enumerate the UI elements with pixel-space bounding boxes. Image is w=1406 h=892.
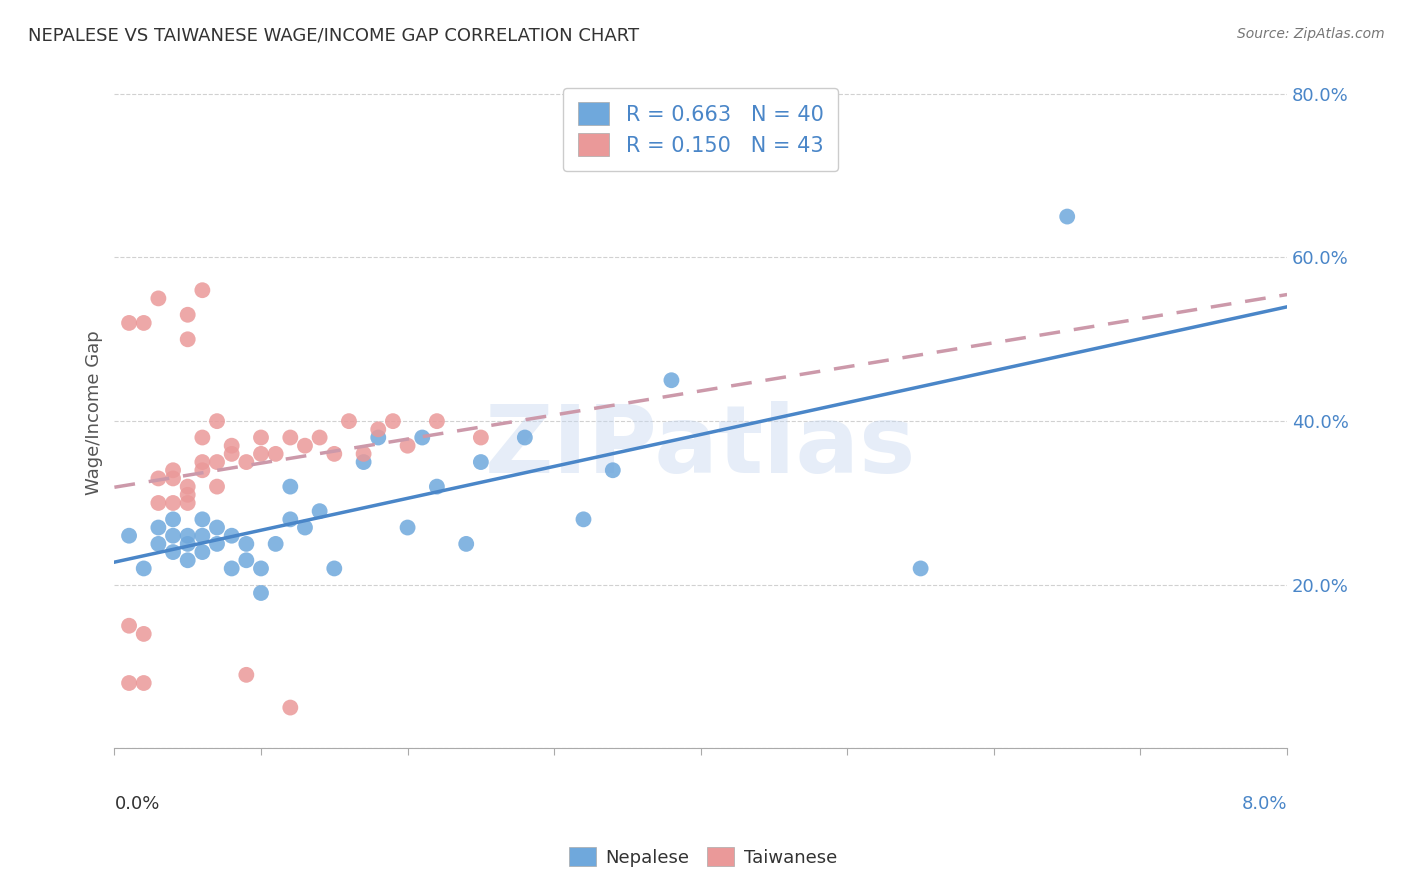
Point bbox=[337, 414, 360, 428]
Point bbox=[411, 430, 433, 444]
Point bbox=[323, 561, 346, 575]
Point bbox=[162, 463, 184, 477]
Point bbox=[470, 430, 492, 444]
Point bbox=[148, 292, 170, 306]
Point bbox=[294, 520, 316, 534]
Point bbox=[148, 471, 170, 485]
Point bbox=[323, 447, 346, 461]
Point bbox=[294, 439, 316, 453]
Point bbox=[132, 676, 155, 690]
Point bbox=[162, 545, 184, 559]
Point bbox=[235, 553, 257, 567]
Point bbox=[191, 455, 214, 469]
Point bbox=[205, 480, 228, 494]
Point bbox=[470, 455, 492, 469]
Point bbox=[381, 414, 404, 428]
Point bbox=[456, 537, 478, 551]
Point bbox=[308, 430, 330, 444]
Point bbox=[602, 463, 624, 477]
Point bbox=[162, 512, 184, 526]
Point bbox=[235, 537, 257, 551]
Point bbox=[118, 529, 141, 543]
Point bbox=[205, 414, 228, 428]
Point bbox=[235, 668, 257, 682]
Point bbox=[132, 316, 155, 330]
Y-axis label: Wage/Income Gap: Wage/Income Gap bbox=[86, 331, 103, 495]
Point bbox=[572, 512, 595, 526]
Text: 8.0%: 8.0% bbox=[1241, 796, 1286, 814]
Point bbox=[250, 586, 273, 600]
Legend: Nepalese, Taiwanese: Nepalese, Taiwanese bbox=[562, 840, 844, 874]
Point bbox=[177, 480, 200, 494]
Point bbox=[177, 308, 200, 322]
Point bbox=[118, 316, 141, 330]
Point bbox=[426, 480, 449, 494]
Point bbox=[191, 463, 214, 477]
Point bbox=[148, 520, 170, 534]
Point bbox=[235, 455, 257, 469]
Point bbox=[278, 700, 301, 714]
Point bbox=[221, 447, 243, 461]
Point bbox=[191, 512, 214, 526]
Point bbox=[250, 430, 273, 444]
Point bbox=[132, 627, 155, 641]
Point bbox=[396, 439, 419, 453]
Point bbox=[1056, 210, 1078, 224]
Point bbox=[191, 529, 214, 543]
Point bbox=[910, 561, 932, 575]
Point bbox=[367, 430, 389, 444]
Point bbox=[177, 488, 200, 502]
Point bbox=[177, 537, 200, 551]
Point bbox=[205, 520, 228, 534]
Text: NEPALESE VS TAIWANESE WAGE/INCOME GAP CORRELATION CHART: NEPALESE VS TAIWANESE WAGE/INCOME GAP CO… bbox=[28, 27, 640, 45]
Point bbox=[162, 471, 184, 485]
Point bbox=[264, 447, 287, 461]
Point bbox=[118, 676, 141, 690]
Text: ZIPatlas: ZIPatlas bbox=[485, 401, 917, 492]
Point bbox=[426, 414, 449, 428]
Point bbox=[221, 561, 243, 575]
Point bbox=[264, 537, 287, 551]
Point bbox=[148, 496, 170, 510]
Text: Source: ZipAtlas.com: Source: ZipAtlas.com bbox=[1237, 27, 1385, 41]
Point bbox=[177, 496, 200, 510]
Point bbox=[162, 529, 184, 543]
Point bbox=[191, 283, 214, 297]
Text: 0.0%: 0.0% bbox=[114, 796, 160, 814]
Point bbox=[278, 430, 301, 444]
Point bbox=[205, 455, 228, 469]
Point bbox=[661, 373, 683, 387]
Point bbox=[353, 447, 375, 461]
Point bbox=[118, 618, 141, 632]
Point bbox=[278, 512, 301, 526]
Point bbox=[396, 520, 419, 534]
Point bbox=[191, 545, 214, 559]
Point bbox=[353, 455, 375, 469]
Point bbox=[162, 496, 184, 510]
Point bbox=[132, 561, 155, 575]
Point bbox=[191, 430, 214, 444]
Point bbox=[221, 529, 243, 543]
Point bbox=[205, 537, 228, 551]
Point bbox=[250, 447, 273, 461]
Point bbox=[148, 537, 170, 551]
Point bbox=[177, 553, 200, 567]
Point bbox=[513, 430, 536, 444]
Point bbox=[177, 529, 200, 543]
Point bbox=[221, 439, 243, 453]
Point bbox=[177, 332, 200, 346]
Point bbox=[308, 504, 330, 518]
Point bbox=[278, 480, 301, 494]
Point bbox=[367, 422, 389, 436]
Legend: R = 0.663   N = 40, R = 0.150   N = 43: R = 0.663 N = 40, R = 0.150 N = 43 bbox=[564, 87, 838, 170]
Point bbox=[250, 561, 273, 575]
